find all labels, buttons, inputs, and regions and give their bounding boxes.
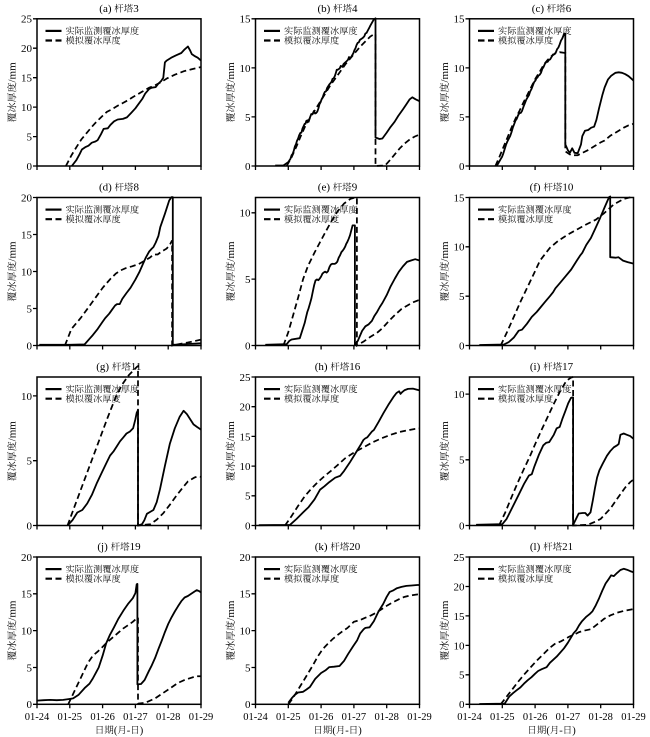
svg-text:01-27: 01-27	[123, 712, 148, 723]
svg-text:(k): (k)	[315, 541, 328, 553]
svg-text:9: 9	[352, 182, 358, 194]
svg-text:(j): (j)	[97, 541, 108, 553]
svg-text:15: 15	[240, 431, 252, 443]
svg-text:15: 15	[21, 73, 33, 85]
svg-text:20: 20	[240, 552, 252, 564]
svg-text:5: 5	[27, 132, 33, 144]
svg-text:20: 20	[21, 552, 33, 564]
svg-text:0: 0	[459, 161, 465, 173]
svg-text:15: 15	[21, 589, 33, 601]
svg-text:5: 5	[245, 662, 251, 674]
svg-text:10: 10	[240, 461, 252, 473]
svg-text:0: 0	[245, 699, 251, 711]
svg-text:(g): (g)	[96, 361, 109, 373]
svg-text:19: 19	[130, 541, 142, 553]
svg-text:0: 0	[27, 340, 33, 352]
svg-text:5: 5	[27, 303, 33, 315]
svg-text:5: 5	[27, 662, 33, 674]
svg-text:01-25: 01-25	[490, 712, 515, 723]
svg-text:5: 5	[459, 291, 465, 303]
svg-text:15: 15	[240, 14, 252, 26]
svg-text:0: 0	[459, 340, 465, 352]
svg-text:01-24: 01-24	[457, 712, 482, 723]
svg-text:15: 15	[21, 229, 33, 241]
svg-text:6: 6	[566, 3, 572, 15]
svg-text:01-28: 01-28	[374, 712, 399, 723]
svg-text:15: 15	[454, 611, 466, 623]
svg-text:(i): (i)	[530, 361, 541, 373]
svg-text:10: 10	[562, 182, 574, 194]
svg-text:5: 5	[459, 670, 465, 682]
svg-text:10: 10	[454, 63, 466, 75]
svg-text:5: 5	[245, 274, 251, 286]
svg-text:10: 10	[240, 626, 252, 638]
svg-text:(l): (l)	[530, 541, 541, 553]
svg-text:(d): (d)	[99, 182, 112, 194]
svg-text:01-27: 01-27	[556, 712, 581, 723]
svg-text:10: 10	[454, 242, 466, 254]
svg-text:10: 10	[454, 389, 466, 401]
svg-text:5: 5	[459, 455, 465, 467]
svg-text:10: 10	[240, 208, 252, 220]
svg-text:01-28: 01-28	[156, 712, 181, 723]
svg-text:01-26: 01-26	[90, 712, 115, 723]
svg-text:5: 5	[245, 112, 251, 124]
svg-text:01-25: 01-25	[58, 712, 83, 723]
svg-text:17: 17	[562, 361, 574, 373]
svg-text:01-29: 01-29	[621, 712, 646, 723]
svg-text:10: 10	[21, 626, 33, 638]
svg-text:01-27: 01-27	[342, 712, 367, 723]
svg-text:5: 5	[27, 456, 33, 468]
svg-text:01-29: 01-29	[407, 712, 432, 723]
svg-text:01-24: 01-24	[25, 712, 50, 723]
svg-text:0: 0	[27, 161, 33, 173]
svg-text:0: 0	[245, 340, 251, 352]
svg-text:10: 10	[21, 266, 33, 278]
svg-text:10: 10	[21, 391, 33, 403]
svg-text:25: 25	[454, 552, 466, 564]
svg-text:0: 0	[245, 520, 251, 532]
svg-text:16: 16	[349, 361, 361, 373]
svg-text:0: 0	[27, 520, 33, 532]
svg-text:5: 5	[245, 491, 251, 503]
svg-text:10: 10	[454, 640, 466, 652]
svg-text:20: 20	[21, 43, 33, 55]
svg-text:0: 0	[27, 699, 33, 711]
svg-text:10: 10	[21, 102, 33, 114]
svg-text:(b): (b)	[318, 3, 331, 15]
svg-text:8: 8	[134, 182, 140, 194]
svg-text:0: 0	[245, 161, 251, 173]
svg-text:01-26: 01-26	[523, 712, 548, 723]
svg-text:(c): (c)	[532, 3, 545, 15]
svg-text:01-26: 01-26	[309, 712, 334, 723]
svg-text:20: 20	[240, 402, 252, 414]
svg-text:(a): (a)	[99, 3, 112, 15]
svg-text:(e): (e)	[318, 182, 331, 194]
svg-text:0: 0	[459, 699, 465, 711]
svg-text:4: 4	[352, 3, 358, 15]
svg-text:25: 25	[240, 372, 252, 384]
svg-text:15: 15	[240, 589, 252, 601]
svg-text:15: 15	[454, 14, 466, 26]
svg-text:10: 10	[240, 63, 252, 75]
svg-text:(h): (h)	[315, 361, 328, 373]
svg-text:5: 5	[459, 112, 465, 124]
svg-text:01-25: 01-25	[276, 712, 301, 723]
svg-text:21: 21	[562, 541, 573, 553]
svg-text:01-29: 01-29	[189, 712, 214, 723]
svg-text:20: 20	[21, 192, 33, 204]
svg-text:25: 25	[21, 14, 33, 26]
svg-text:0: 0	[459, 520, 465, 532]
svg-text:15: 15	[454, 192, 466, 204]
svg-text:3: 3	[133, 3, 139, 15]
svg-text:01-24: 01-24	[243, 712, 268, 723]
svg-text:01-28: 01-28	[588, 712, 613, 723]
svg-text:(f): (f)	[530, 182, 541, 194]
svg-text:20: 20	[454, 581, 466, 593]
svg-text:20: 20	[349, 541, 361, 553]
